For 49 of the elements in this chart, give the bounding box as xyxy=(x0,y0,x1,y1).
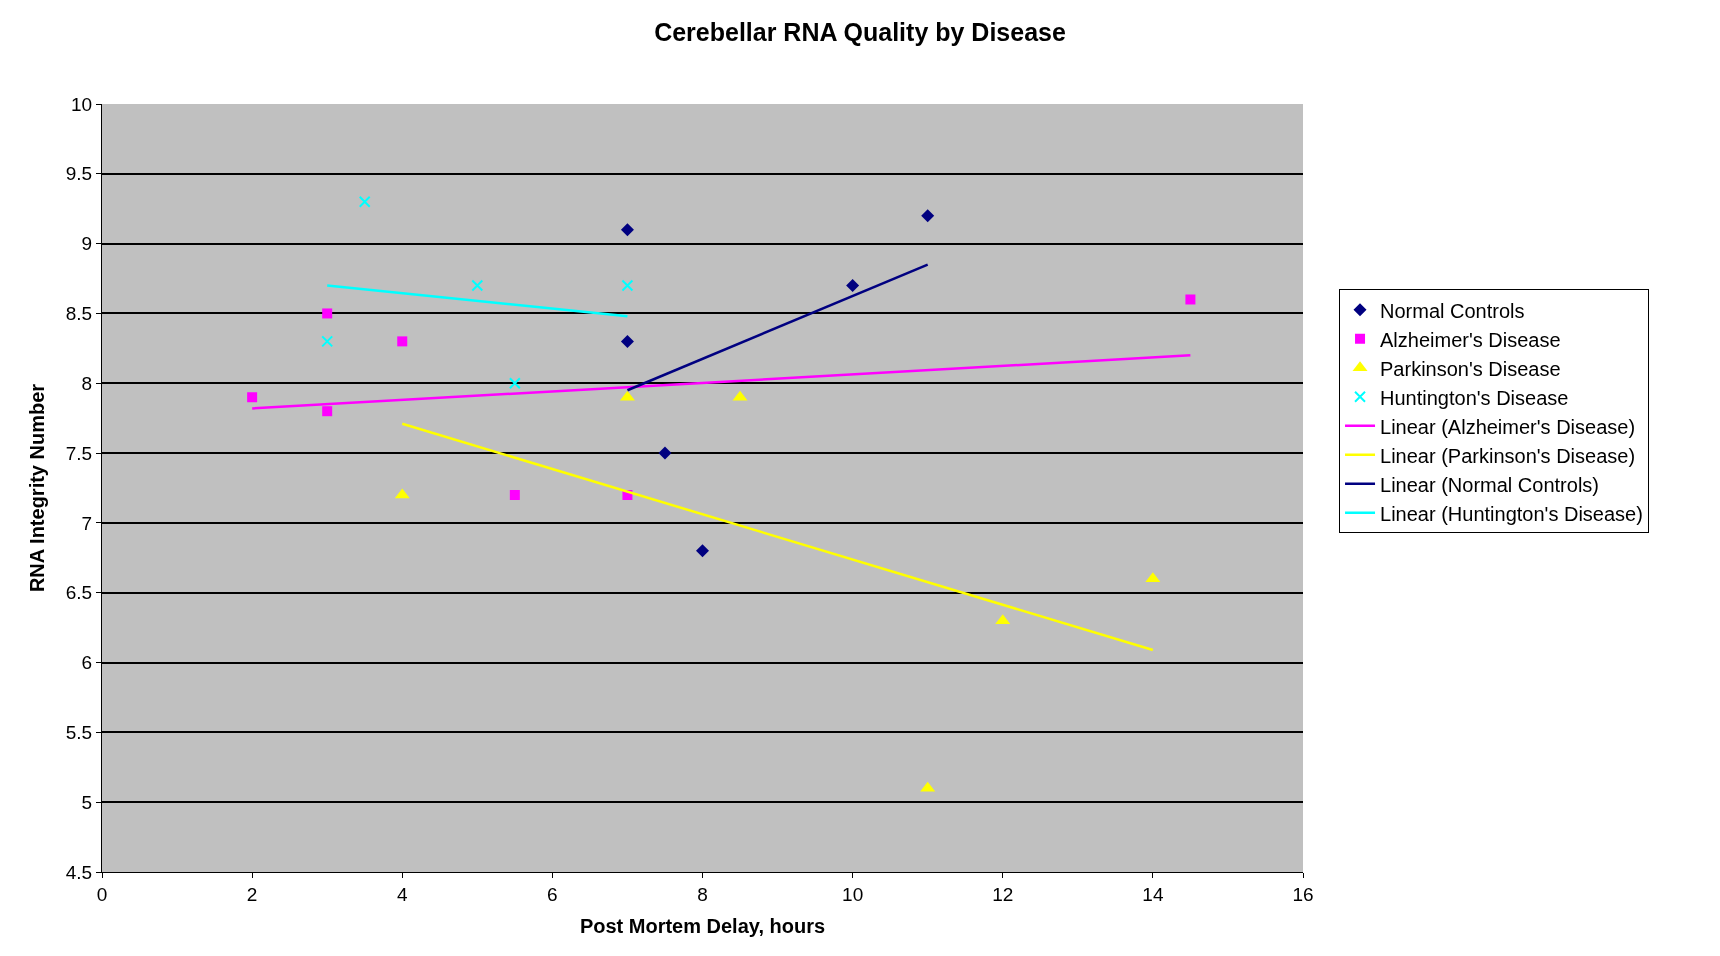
x-tick-label: 0 xyxy=(96,883,108,905)
x-tick-label: 12 xyxy=(992,883,1014,905)
legend-label: Linear (Alzheimer's Disease) xyxy=(1380,415,1636,438)
point xyxy=(696,544,709,558)
y-tick-label: 8 xyxy=(81,372,93,394)
point xyxy=(1185,294,1196,305)
y-tick-label: 6.5 xyxy=(65,582,93,604)
point xyxy=(322,406,333,417)
point xyxy=(846,279,860,293)
point xyxy=(921,209,935,223)
point xyxy=(658,446,672,460)
legend-label: Normal Controls xyxy=(1380,299,1525,322)
point xyxy=(321,335,334,348)
x-tick-label: 10 xyxy=(842,883,864,905)
point xyxy=(509,489,520,500)
y-tick-label: 5 xyxy=(81,791,93,813)
point xyxy=(508,377,521,390)
legend-label: Alzheimer's Disease xyxy=(1380,328,1561,351)
y-tick-label: 7.5 xyxy=(65,442,93,464)
x-axis-title: Post Mortem Delay, hours xyxy=(579,915,826,938)
y-tick-label: 10 xyxy=(71,93,93,115)
x-tick-label: 6 xyxy=(547,883,558,905)
point xyxy=(620,223,634,237)
x-tick-label: 8 xyxy=(697,883,708,905)
point xyxy=(471,279,484,292)
x-tick-label: 16 xyxy=(1292,883,1314,905)
point xyxy=(620,334,634,348)
point xyxy=(247,392,258,403)
y-tick-label: 6 xyxy=(81,652,93,674)
y-tick-label: 4.5 xyxy=(65,861,93,883)
legend-label: Huntington's Disease xyxy=(1380,386,1569,409)
legend-label: Linear (Huntington's Disease) xyxy=(1380,502,1643,525)
chart-title: Cerebellar RNA Quality by Disease xyxy=(654,18,1066,47)
x-tick-label: 14 xyxy=(1142,883,1164,905)
legend-label: Linear (Parkinson's Disease) xyxy=(1380,444,1636,467)
y-tick-label: 9 xyxy=(81,233,93,255)
point xyxy=(397,336,408,347)
x-tick-label: 2 xyxy=(246,883,258,905)
point xyxy=(322,308,333,319)
point xyxy=(621,279,634,292)
y-tick-label: 9.5 xyxy=(65,163,93,185)
point xyxy=(358,195,371,208)
y-tick-label: 7 xyxy=(81,512,93,534)
y-axis-title: RNA Integrity Number xyxy=(26,383,49,593)
y-tick-label: 8.5 xyxy=(65,303,93,325)
x-tick-label: 4 xyxy=(396,883,408,905)
legend-label: Linear (Normal Controls) xyxy=(1380,473,1599,496)
legend-label: Parkinson's Disease xyxy=(1380,357,1561,380)
y-tick-label: 5.5 xyxy=(65,722,93,744)
